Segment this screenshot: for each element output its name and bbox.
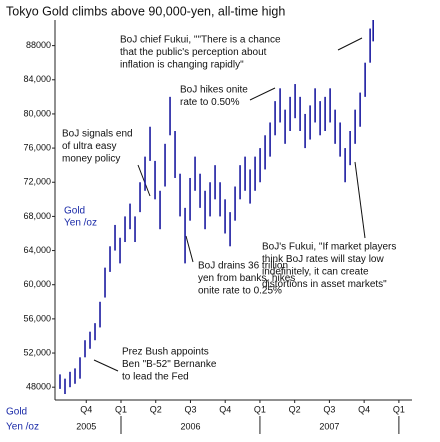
y-tick-label: 88000 [26, 40, 51, 50]
year-label: 2005 [76, 421, 96, 431]
y-label: Gold [64, 206, 85, 217]
annotation: BoJ's Fukui, "If market players [262, 242, 396, 253]
y-tick-label: 76,000 [23, 142, 51, 152]
leader-line [93, 359, 119, 372]
annotation: yen from banks, hikes [198, 273, 295, 284]
x-tick-label: Q3 [184, 404, 196, 414]
annotation: BoJ chief Fukui, ""There is a chance [120, 35, 281, 46]
x-tick-label: Q4 [219, 404, 231, 414]
leader-line [185, 235, 194, 263]
x-tick-label: Q2 [150, 404, 162, 414]
axis-label: Gold [6, 407, 27, 418]
annotation: Prez Bush appoints [122, 347, 209, 358]
year-label: 2007 [319, 421, 339, 431]
y-tick-label: 84,000 [23, 74, 51, 84]
y-tick-label: 80,000 [23, 108, 51, 118]
year-label: 2006 [180, 421, 200, 431]
annotation: Ben "B-52" Bernanke [122, 359, 217, 370]
annotation: to lead the Fed [122, 372, 189, 383]
x-tick-label: Q1 [393, 404, 405, 414]
leaders [93, 37, 366, 372]
y-tick-label: 48000 [26, 382, 51, 392]
annotation: distortions in asset markets" [262, 279, 387, 290]
leader-line [249, 87, 276, 101]
annotation: think BoJ rates will stay low [262, 254, 384, 265]
leader-line [354, 161, 366, 239]
y-label: Yen /oz [64, 218, 97, 229]
annotation: that the public's perception about [120, 47, 267, 58]
annotation: inflation is changing rapidly" [120, 60, 244, 71]
annotation: rate to 0.50% [180, 97, 240, 108]
y-tick-label: 52,000 [23, 347, 51, 357]
y-tick-label: 60,000 [23, 279, 51, 289]
annotation: money policy [62, 154, 120, 165]
x-tick-label: Q1 [254, 404, 266, 414]
y-tick-label: 64,000 [23, 245, 51, 255]
y-tick-label: 68,000 [23, 211, 51, 221]
leader-line [137, 164, 151, 197]
x-tick-label: Q4 [80, 404, 92, 414]
annotation: onite rate to 0.25% [198, 286, 282, 297]
annotation: of ultra easy [62, 141, 116, 152]
axis-label: Yen /oz [6, 422, 39, 433]
x-tick-label: Q1 [115, 404, 127, 414]
annotation: BoJ drains 36 trillion [198, 261, 288, 272]
annotation: BoJ signals end [62, 129, 133, 140]
y-tick-label: 56,000 [23, 313, 51, 323]
annotation: BoJ hikes onite [180, 85, 248, 96]
x-tick-label: Q4 [358, 404, 370, 414]
chart-title: Tokyo Gold climbs above 90,000-yen, all-… [6, 4, 285, 18]
x-tick-label: Q2 [289, 404, 301, 414]
y-tick-label: 72,000 [23, 177, 51, 187]
x-tick-label: Q3 [323, 404, 335, 414]
leader-line [337, 37, 363, 51]
annotation: indefinitely, it can create [262, 267, 369, 278]
